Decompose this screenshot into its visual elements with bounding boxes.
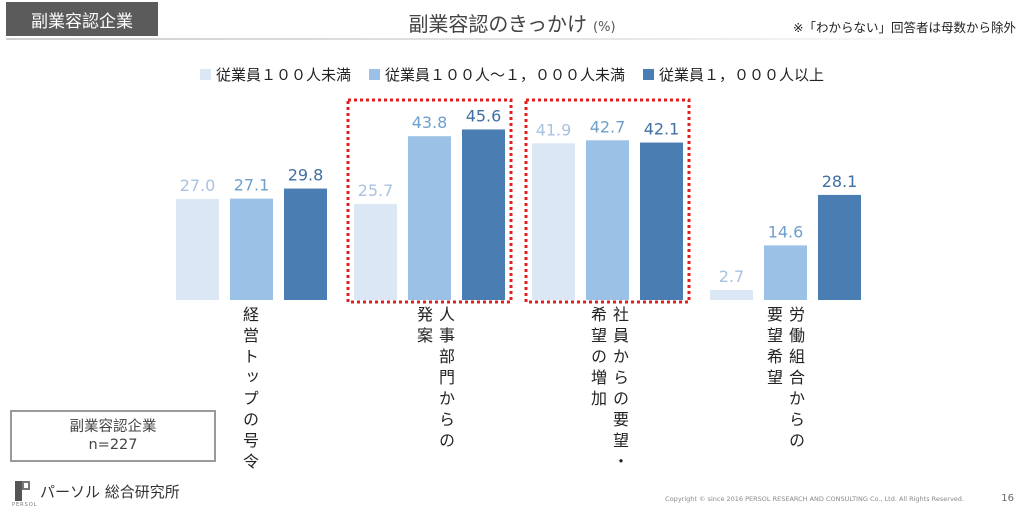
category-label-union: 労働組合からの 要望希望 [764,306,805,453]
legend-item-small: 従業員１００人未満 [199,64,351,85]
bar-large-1 [462,129,505,300]
legend-label-small: 従業員１００人未満 [215,66,351,84]
bar-small-3 [710,289,753,300]
bar-small-1 [354,203,397,300]
legend-swatch-large [643,69,654,80]
value-label-small-1: 25.7 [358,181,394,200]
chart-title-text: 副業容認のきっかけ [408,12,588,36]
value-label-small-0: 27.0 [180,176,216,195]
value-label-large-3: 28.1 [822,172,858,191]
bar-large-2 [640,142,683,300]
legend-swatch-small [199,69,211,80]
bar-large-3 [818,194,861,300]
value-label-small-3: 2.7 [719,267,744,286]
chart-unit: (%) [593,20,616,35]
value-label-medium-3: 14.6 [768,222,804,241]
highlight-box-1 [346,98,513,304]
bar-large-0 [284,188,327,300]
bar-medium-1 [408,136,451,300]
section-tag: 副業容認企業 [6,2,158,36]
legend-swatch-medium [368,69,380,80]
chart-title: 副業容認のきっかけ (%) [0,8,1024,37]
legend-label-large: 従業員１，０００人以上 [659,66,825,84]
bar-medium-2 [586,140,629,300]
logo-text: パーソル 総合研究所 [40,482,180,501]
category-label-hr: 人事部門からの 発案 [414,306,455,453]
value-label-large-1: 45.6 [466,106,502,125]
value-label-large-2: 42.1 [644,120,680,139]
company-logo: パーソル 総合研究所 [14,480,180,502]
category-label-employees: 社員からの要望・ 希望の増加 [588,306,629,474]
value-label-medium-2: 42.7 [590,117,626,136]
header-divider [6,38,1016,40]
persol-logo-icon [15,481,30,501]
logo-subtext: PERSOL [12,502,38,508]
chart-legend: 従業員１００人未満 従業員１００人～１，０００人未満 従業員１，０００人以上 [0,64,1024,85]
exclusion-note: ※「わからない」回答者は母数から除外 [793,20,1016,35]
page-number: 16 [1001,493,1014,504]
bar-medium-0 [230,198,273,300]
category-label-ceo: 経営トップの号令 [240,306,259,474]
sample-size: n=227 [88,437,138,453]
value-label-medium-1: 43.8 [412,113,448,132]
legend-item-medium: 従業員１００人～１，０００人未満 [368,64,625,85]
legend-label-medium: 従業員１００人～１，０００人未満 [384,66,625,84]
bar-medium-3 [764,245,807,300]
sample-info-box: 副業容認企業 n=227 [10,410,216,462]
bar-small-0 [176,199,219,300]
value-label-medium-0: 27.1 [234,176,270,195]
value-label-small-2: 41.9 [536,120,572,139]
sample-label: 副業容認企業 [69,419,157,435]
copyright-text: Copyright © since 2016 PERSOL RESEARCH A… [665,495,964,503]
highlight-box-2 [524,98,691,304]
legend-item-large: 従業員１，０００人以上 [643,64,824,85]
value-label-large-0: 29.8 [288,166,324,185]
bar-small-2 [532,143,575,300]
